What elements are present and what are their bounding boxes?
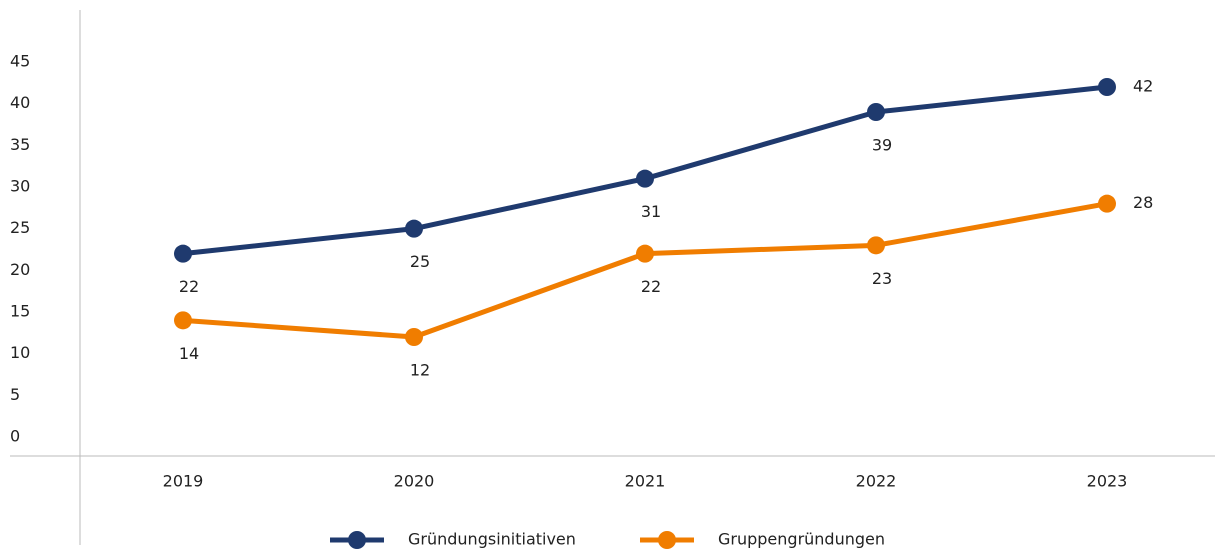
y-tick-label: 25 [10, 218, 30, 237]
x-tick-label: 2023 [1087, 472, 1128, 491]
x-tick-label: 2022 [856, 472, 897, 491]
data-label: 28 [1133, 193, 1153, 212]
data-point [174, 311, 192, 330]
legend-marker [658, 531, 676, 549]
data-point [636, 169, 654, 188]
data-label: 14 [179, 344, 199, 363]
y-tick-label: 20 [10, 260, 30, 279]
y-tick-label: 5 [10, 385, 20, 404]
data-point [867, 103, 885, 121]
legend-label: Gründungsinitiativen [408, 530, 576, 549]
x-tick-label: 2020 [394, 472, 435, 491]
legend-label: Gruppengründungen [718, 530, 885, 549]
y-tick-label: 40 [10, 93, 30, 112]
y-tick-label: 15 [10, 302, 30, 321]
data-point [405, 219, 423, 238]
data-label: 22 [179, 277, 199, 296]
data-label: 25 [410, 252, 430, 271]
y-tick-label: 35 [10, 135, 30, 154]
x-tick-label: 2021 [625, 472, 666, 491]
y-tick-label: 30 [10, 177, 30, 196]
data-label: 42 [1133, 77, 1153, 96]
y-tick-label: 10 [10, 343, 30, 362]
data-label: 22 [641, 277, 661, 296]
data-point [636, 244, 654, 263]
y-tick-label: 45 [10, 52, 30, 71]
data-point [1098, 194, 1116, 213]
y-tick-label: 0 [10, 427, 20, 446]
data-point [1098, 78, 1116, 96]
data-point [867, 236, 885, 255]
series-line [182, 201, 1108, 340]
data-point [174, 244, 192, 263]
legend-marker [348, 531, 366, 549]
data-label: 23 [872, 269, 892, 288]
data-label: 31 [641, 202, 661, 221]
data-label: 39 [872, 136, 892, 155]
data-label: 12 [410, 361, 430, 380]
data-point [405, 328, 423, 346]
x-tick-label: 2019 [163, 472, 204, 491]
